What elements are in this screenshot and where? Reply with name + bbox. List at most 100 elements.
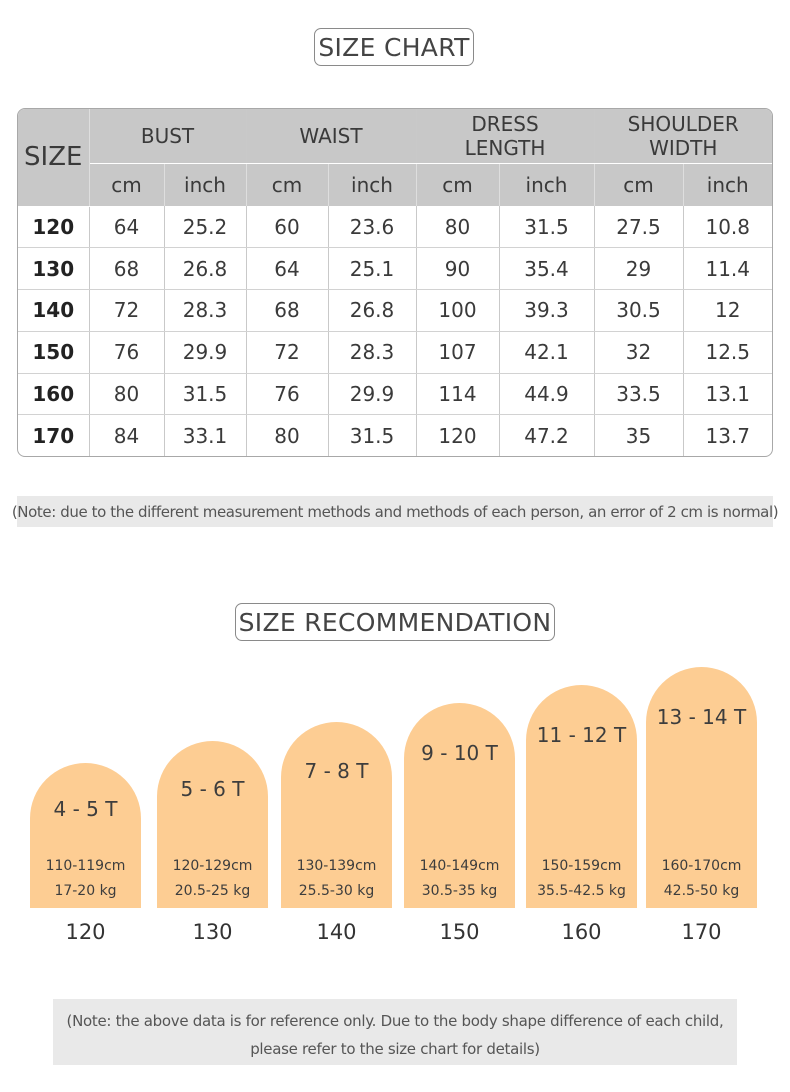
measurement-cell: 107 — [416, 331, 500, 374]
measurement-cell: 64 — [89, 206, 165, 249]
size-cell: 130 — [18, 247, 90, 291]
measurement-cell: 25.2 — [164, 206, 247, 249]
measurement-cell: 68 — [89, 247, 165, 291]
group-header-waist: WAIST — [246, 109, 417, 164]
size-arch: 11 - 12 T 150-159cm 35.5-42.5 kg — [526, 685, 637, 908]
unit-header: cm — [89, 163, 165, 206]
measurement-cell: 120 — [416, 414, 500, 456]
age-label: 7 - 8 T — [304, 759, 369, 783]
measurement-cell: 30.5 — [594, 289, 684, 332]
age-label: 9 - 10 T — [421, 741, 498, 765]
reference-note-line1: (Note: the above data is for reference o… — [66, 1012, 724, 1030]
recommended-size-label: 160 — [561, 920, 602, 944]
age-label: 5 - 6 T — [180, 777, 245, 801]
group-header-bust-text: BUST — [140, 124, 195, 148]
group-header-shoulder-width: SHOULDER WIDTH — [594, 109, 772, 164]
weight-range: 30.5-35 kg — [421, 883, 498, 899]
size-cell: 150 — [18, 331, 90, 374]
size-cell: 170 — [18, 414, 90, 456]
group-header-bust: BUST — [89, 109, 247, 164]
group-header-dress-length: DRESS LENGTH — [416, 109, 595, 164]
measurement-cell: 12.5 — [683, 331, 772, 374]
reference-note: (Note: the above data is for reference o… — [53, 999, 737, 1065]
measurement-cell: 72 — [246, 331, 329, 374]
size-chart-title: SIZE CHART — [314, 28, 474, 66]
measurement-cell: 29 — [594, 247, 684, 291]
measurement-cell: 35 — [594, 414, 684, 456]
unit-header: inch — [683, 163, 772, 206]
weight-range: 20.5-25 kg — [174, 883, 251, 899]
recommended-size-label: 140 — [316, 920, 357, 944]
unit-header: cm — [416, 163, 500, 206]
measurement-cell: 100 — [416, 289, 500, 332]
measurement-cell: 29.9 — [164, 331, 247, 374]
weight-range: 35.5-42.5 kg — [537, 883, 626, 899]
weight-range: 25.5-30 kg — [298, 883, 375, 899]
measurement-cell: 80 — [89, 373, 165, 416]
size-cell: 160 — [18, 373, 90, 416]
measurement-cell: 11.4 — [683, 247, 772, 291]
unit-header: cm — [246, 163, 329, 206]
size-chart-table: SIZE BUST WAIST DRESS LENGTH SHOULDER WI… — [17, 108, 773, 457]
measurement-cell: 76 — [89, 331, 165, 374]
age-label: 11 - 12 T — [536, 723, 627, 747]
group-header-waist-text: WAIST — [299, 124, 363, 148]
measurement-cell: 26.8 — [328, 289, 417, 332]
group-header-dress-length-line1: DRESS — [471, 112, 539, 136]
height-range: 120-129cm — [172, 858, 253, 874]
group-header-shoulder-width-line2: WIDTH — [649, 136, 718, 160]
measurement-cell: 84 — [89, 414, 165, 456]
measurement-cell: 13.7 — [705, 423, 751, 448]
measurement-cell: 28.3 — [328, 331, 417, 374]
measurement-cell: 33.1 — [164, 414, 247, 456]
recommended-size-label: 130 — [192, 920, 233, 944]
unit-header: inch — [164, 163, 247, 206]
height-range: 130-139cm — [296, 858, 377, 874]
recommended-size-label: 170 — [681, 920, 722, 944]
measurement-cell: 28.3 — [164, 289, 247, 332]
measurement-cell: 80 — [246, 414, 329, 456]
height-range: 140-149cm — [419, 858, 500, 874]
measurement-cell: 33.5 — [594, 373, 684, 416]
measurement-note: (Note: due to the different measurement … — [12, 496, 779, 527]
weight-range: 42.5-50 kg — [663, 883, 740, 899]
size-header: SIZE — [18, 109, 90, 207]
measurement-cell: 72 — [89, 289, 165, 332]
measurement-cell: 80 — [416, 206, 500, 249]
measurement-cell: 42.1 — [499, 331, 595, 374]
size-arch: 5 - 6 T 120-129cm 20.5-25 kg — [157, 741, 268, 908]
measurement-cell: 76 — [246, 373, 329, 416]
size-arch: 13 - 14 T 160-170cm 42.5-50 kg — [646, 667, 757, 908]
measurement-cell: 47.2 — [499, 414, 595, 456]
table-row: 130 68 26.8 64 25.1 90 35.4 29 11.4 — [18, 247, 772, 291]
measurement-cell: 27.5 — [594, 206, 684, 249]
measurement-cell: 10.8 — [683, 206, 772, 249]
table-row: 120 64 25.2 60 23.6 80 31.5 27.5 10.8 — [18, 206, 772, 249]
size-arch: 9 - 10 T 140-149cm 30.5-35 kg — [404, 703, 515, 908]
age-label: 13 - 14 T — [656, 705, 747, 729]
measurement-cell: 26.8 — [164, 247, 247, 291]
reference-note-line2: please refer to the size chart for detai… — [250, 1040, 540, 1058]
measurement-cell: 35.4 — [499, 247, 595, 291]
unit-header: cm — [594, 163, 684, 206]
size-recommendation-title: SIZE RECOMMENDATION — [235, 603, 555, 641]
size-arch: 4 - 5 T 110-119cm 17-20 kg — [30, 763, 141, 908]
height-range: 150-159cm — [541, 858, 622, 874]
size-cell: 140 — [18, 289, 90, 332]
weight-range: 17-20 kg — [54, 883, 117, 899]
height-range: 110-119cm — [45, 858, 126, 874]
measurement-cell: 60 — [246, 206, 329, 249]
size-arch: 7 - 8 T 130-139cm 25.5-30 kg — [281, 722, 392, 908]
measurement-cell: 31.5 — [328, 414, 417, 456]
size-cell: 120 — [18, 206, 90, 249]
measurement-cell: 29.9 — [328, 373, 417, 416]
measurement-cell: 13.1 — [683, 373, 772, 416]
measurement-cell: 25.1 — [328, 247, 417, 291]
height-range: 160-170cm — [661, 858, 742, 874]
measurement-cell: 32 — [594, 331, 684, 374]
group-header-shoulder-width-line1: SHOULDER — [627, 112, 739, 136]
measurement-cell: 90 — [416, 247, 500, 291]
measurement-cell: 31.5 — [499, 206, 595, 249]
measurement-cell: 64 — [246, 247, 329, 291]
measurement-cell: 23.6 — [328, 206, 417, 249]
